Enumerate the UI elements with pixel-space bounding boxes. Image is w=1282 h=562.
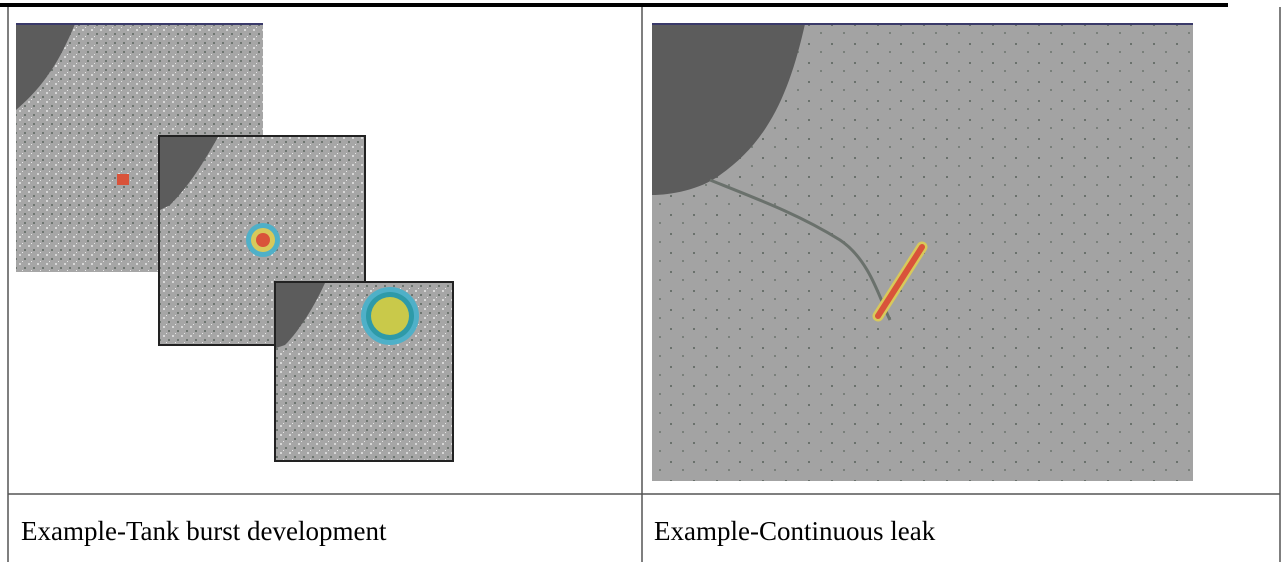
tank-burst-image (16, 23, 454, 462)
caption: Example-Tank burst development (21, 516, 387, 546)
continuous-leak-image (652, 23, 1193, 481)
top-rule (0, 3, 1228, 7)
caption: Example-Continuous leak (654, 516, 936, 546)
